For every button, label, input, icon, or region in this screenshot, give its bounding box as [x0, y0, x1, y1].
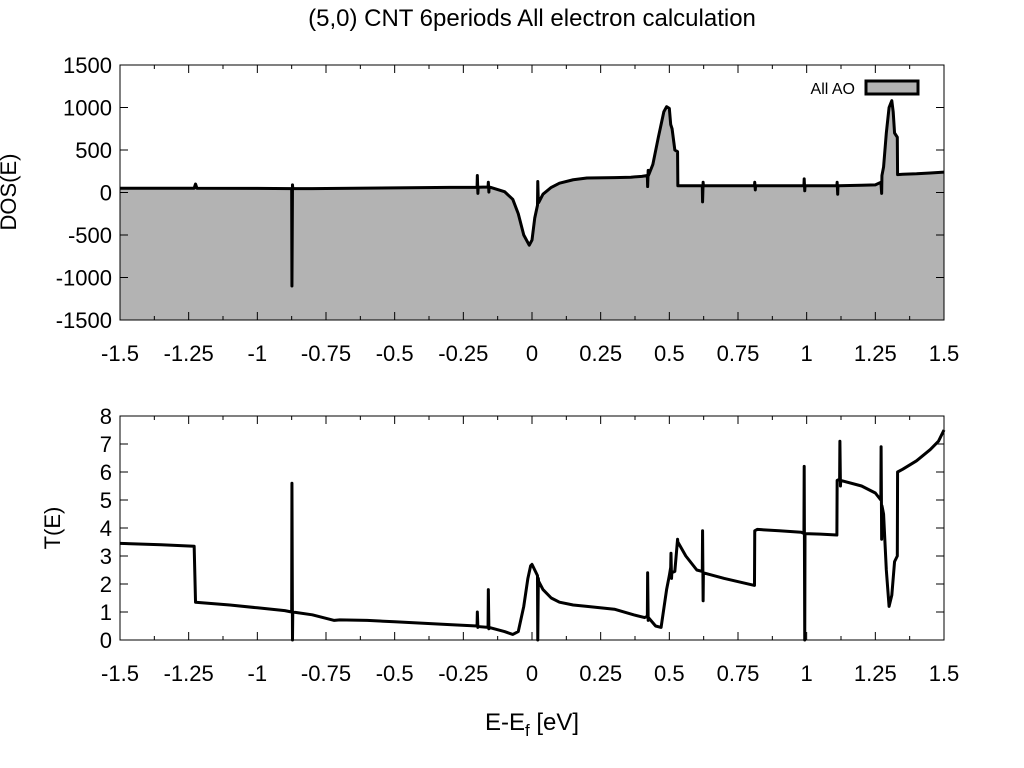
- x-tick-label: 1: [801, 661, 813, 686]
- transmission-panel: -1.5 -1.25 -1 -0.75 -0.5 -0.25 0 0.25 0.5 0.75 1 1.…: [40, 404, 959, 740]
- dos-fill-area: [120, 100, 944, 320]
- dos-series-line: [120, 99, 945, 288]
- dos-legend: All AO: [811, 79, 920, 98]
- x-tick-label: -1.25: [164, 341, 214, 366]
- y-tick-label: 7: [100, 432, 112, 457]
- x-tick-label: -0.25: [438, 341, 488, 366]
- x-tick-label: 1.5: [929, 341, 960, 366]
- x-tick-label: -0.5: [376, 341, 414, 366]
- dos-plot-frame: [119, 64, 945, 321]
- t-plot-frame: [119, 415, 945, 641]
- y-tick-label: 0: [100, 628, 112, 653]
- x-tick-label: -0.25: [438, 661, 488, 686]
- y-tick-label: -1500: [56, 308, 112, 333]
- x-tick-label: 1.5: [929, 661, 960, 686]
- x-tick-label: 1.25: [854, 661, 897, 686]
- y-tick-label: 4: [100, 516, 112, 541]
- y-tick-label: 1: [100, 600, 112, 625]
- y-tick-label: 5: [100, 488, 112, 513]
- x-tick-label: 1: [801, 341, 813, 366]
- x-tick-label: 0.5: [654, 341, 685, 366]
- dos-y-axis-label: DOS(E): [0, 154, 21, 231]
- x-tick-label: -0.75: [301, 341, 351, 366]
- y-tick-label: -1000: [56, 266, 112, 291]
- x-tick-label: -0.75: [301, 661, 351, 686]
- t-y-axis-label: T(E): [40, 507, 65, 550]
- x-tick-label: 0.75: [717, 341, 760, 366]
- y-tick-label: 0: [100, 181, 112, 206]
- x-tick-label: 0.25: [579, 341, 622, 366]
- y-tick-label: 500: [75, 138, 112, 163]
- y-tick-label: 6: [100, 460, 112, 485]
- dos-legend-label: All AO: [811, 81, 855, 98]
- dos-area-fill: [120, 100, 944, 320]
- x-tick-label: -1.5: [101, 661, 139, 686]
- dos-legend-swatch: [864, 79, 920, 96]
- y-tick-label: 8: [100, 404, 112, 429]
- x-tick-label: 0.5: [654, 661, 685, 686]
- x-tick-label: 0: [526, 341, 538, 366]
- y-tick-label: 3: [100, 544, 112, 569]
- dos-panel: -1.5 -1.25 -1 -0.75 -0.5 -0.25 0 0.25 0.5 0.75 1 1.…: [0, 53, 959, 366]
- x-tick-label: 0.75: [717, 661, 760, 686]
- transmission-curve: [119, 429, 946, 642]
- x-tick-label: 1.25: [854, 341, 897, 366]
- y-tick-label: 2: [100, 572, 112, 597]
- x-tick-label: -1: [248, 341, 268, 366]
- x-tick-label: -1: [248, 661, 268, 686]
- chart-title: (5,0) CNT 6periods All electron calculat…: [308, 5, 756, 32]
- y-tick-label: -500: [68, 223, 112, 248]
- x-tick-label: 0.25: [579, 661, 622, 686]
- dos-curve: [120, 99, 945, 288]
- x-tick-label: -1.5: [101, 341, 139, 366]
- x-axis-label: E-Ef [eV]: [485, 709, 579, 740]
- x-tick-label: 0: [526, 661, 538, 686]
- x-tick-label: -1.25: [164, 661, 214, 686]
- y-tick-label: 1500: [63, 53, 112, 78]
- transmission-series-line: [119, 429, 946, 642]
- y-tick-label: 1000: [63, 96, 112, 121]
- x-tick-label: -0.5: [376, 661, 414, 686]
